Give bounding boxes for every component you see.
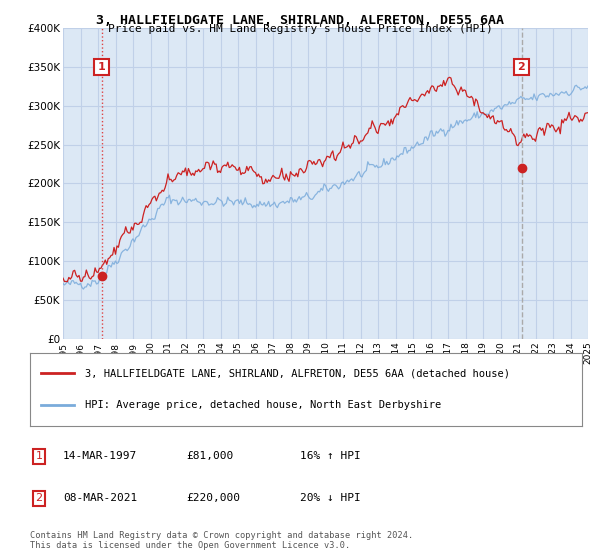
Text: £81,000: £81,000: [186, 451, 233, 461]
Text: Contains HM Land Registry data © Crown copyright and database right 2024.
This d: Contains HM Land Registry data © Crown c…: [30, 530, 413, 550]
Text: HPI: Average price, detached house, North East Derbyshire: HPI: Average price, detached house, Nort…: [85, 400, 442, 410]
Text: Price paid vs. HM Land Registry's House Price Index (HPI): Price paid vs. HM Land Registry's House …: [107, 24, 493, 34]
Text: 1: 1: [35, 451, 43, 461]
Text: 2: 2: [518, 62, 526, 72]
Text: 3, HALLFIELDGATE LANE, SHIRLAND, ALFRETON, DE55 6AA (detached house): 3, HALLFIELDGATE LANE, SHIRLAND, ALFRETO…: [85, 368, 510, 378]
Text: 1: 1: [98, 62, 106, 72]
Text: 16% ↑ HPI: 16% ↑ HPI: [300, 451, 361, 461]
Text: 14-MAR-1997: 14-MAR-1997: [63, 451, 137, 461]
Text: £220,000: £220,000: [186, 493, 240, 503]
Text: 3, HALLFIELDGATE LANE, SHIRLAND, ALFRETON, DE55 6AA: 3, HALLFIELDGATE LANE, SHIRLAND, ALFRETO…: [96, 14, 504, 27]
Text: 08-MAR-2021: 08-MAR-2021: [63, 493, 137, 503]
Text: 2: 2: [35, 493, 43, 503]
Text: 20% ↓ HPI: 20% ↓ HPI: [300, 493, 361, 503]
